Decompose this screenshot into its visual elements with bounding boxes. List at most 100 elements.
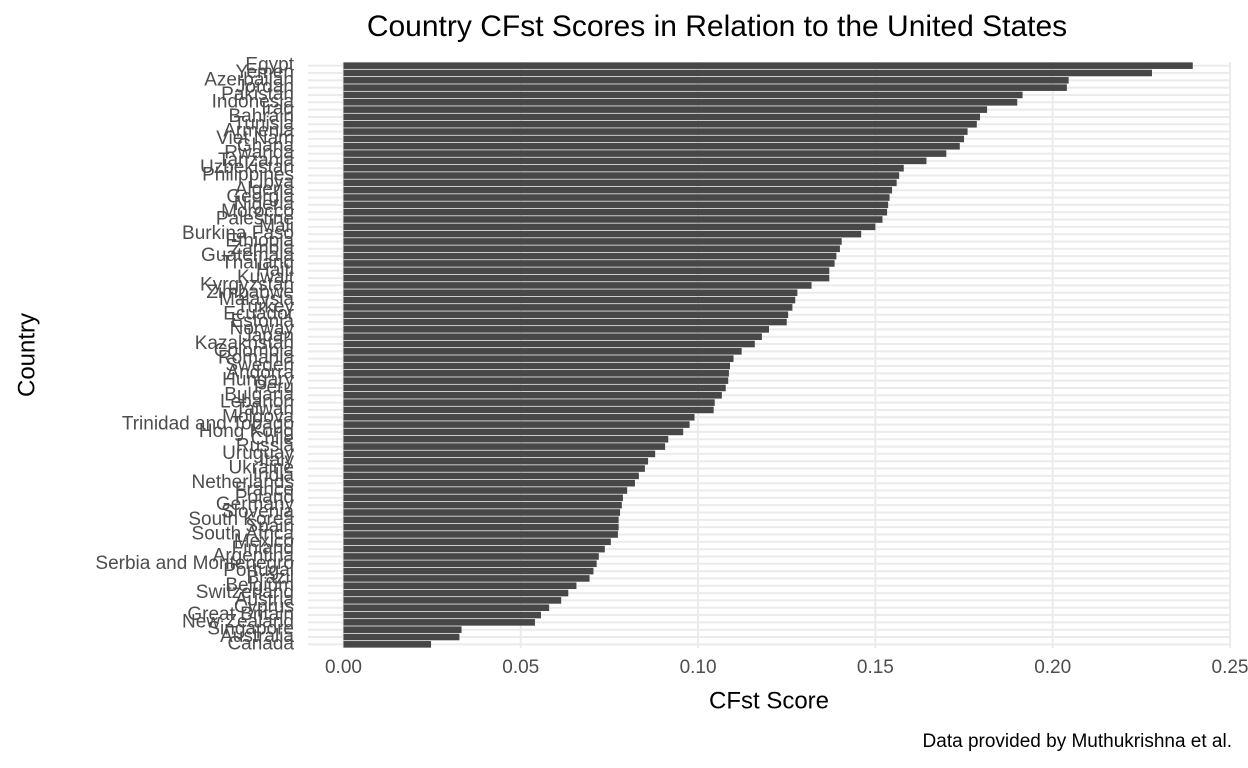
y-tick-label: Rwanda <box>224 143 294 164</box>
y-tick-label: Hungary <box>222 370 294 391</box>
y-tick-label: Bulgaria <box>224 384 294 405</box>
bar <box>343 611 541 619</box>
y-tick-label: Switzerland <box>196 582 294 603</box>
bar <box>343 267 830 275</box>
y-tick-label: Zimbabwe <box>206 282 294 303</box>
bar <box>343 260 835 267</box>
y-tick-label: Uzbekistan <box>200 157 294 178</box>
y-tick-label: Portugal <box>223 560 294 581</box>
bar <box>343 391 722 399</box>
y-tick-label: Slovenia <box>221 502 294 523</box>
bar <box>343 428 684 436</box>
y-tick-label: Mexico <box>234 531 294 552</box>
y-tick-label: Brazil <box>246 567 294 588</box>
bar <box>343 98 1018 106</box>
bar <box>343 465 645 472</box>
y-tick-label: Tanzania <box>218 150 294 171</box>
bar <box>343 62 1193 69</box>
bar <box>343 641 432 648</box>
bar <box>343 501 622 509</box>
bar <box>343 516 619 524</box>
bar <box>343 186 893 194</box>
bar <box>343 120 977 128</box>
y-tick-label: Lebanon <box>220 392 294 413</box>
bar <box>343 142 960 150</box>
y-tick-label: Ethiopia <box>225 230 294 251</box>
bar <box>343 523 619 531</box>
y-tick-label: Kyrgyzstan <box>200 274 294 295</box>
y-tick-label: Russia <box>236 436 295 457</box>
bar <box>343 274 830 282</box>
bar <box>343 597 562 604</box>
bar <box>343 179 897 187</box>
bar <box>343 560 597 568</box>
y-tick-label: Viet Nam <box>216 128 294 149</box>
y-tick-label: Peru <box>254 377 294 398</box>
bar <box>343 355 734 362</box>
y-tick-label: Ghana <box>237 135 294 156</box>
y-tick-label: India <box>253 465 295 486</box>
y-tick-label: Algeria <box>235 179 295 200</box>
bar <box>343 553 599 560</box>
bar <box>343 282 812 289</box>
y-axis-label: Country <box>13 313 40 397</box>
y-tick-label: Estonia <box>231 311 295 332</box>
bar <box>343 77 1069 84</box>
y-tick-label: Andorra <box>226 362 294 383</box>
bar <box>343 538 611 546</box>
bar <box>343 370 729 377</box>
x-tick-label: 0.20 <box>1034 657 1071 678</box>
bar <box>343 311 789 319</box>
bar <box>343 69 1152 77</box>
y-tick-label: Canada <box>227 633 294 654</box>
y-tick-label: Guatemala <box>201 245 294 266</box>
y-tick-label: Pakistan <box>221 84 294 105</box>
bar <box>343 450 656 458</box>
y-tick-label: Azerbaijan <box>204 69 294 90</box>
bar <box>343 135 965 143</box>
y-tick-label: Bahrain <box>229 106 295 127</box>
bar <box>343 582 577 590</box>
y-tick-label: Malaysia <box>219 289 294 310</box>
bar <box>343 164 904 172</box>
bar <box>343 589 569 597</box>
bar <box>343 252 837 260</box>
y-tick-label: Netherlands <box>192 472 294 493</box>
y-tick-label: Jordan <box>236 77 294 98</box>
bar <box>343 318 787 326</box>
y-tick-label: Philippines <box>202 165 294 186</box>
bar <box>343 91 1023 99</box>
x-tick-label: 0.05 <box>502 657 539 678</box>
bar <box>343 150 947 157</box>
x-tick-label: 0.10 <box>680 657 717 678</box>
chart-title: Country CFst Scores in Relation to the U… <box>367 10 1067 43</box>
bar <box>343 223 876 231</box>
x-tick-label: 0.00 <box>325 657 362 678</box>
bar <box>343 443 666 450</box>
y-tick-label: Egypt <box>245 55 294 76</box>
bar <box>343 604 550 612</box>
bar <box>343 494 623 502</box>
bar <box>343 208 888 216</box>
bar <box>343 230 862 238</box>
y-tick-label: Japan <box>242 326 294 347</box>
bar <box>343 626 462 633</box>
bar <box>343 128 968 135</box>
y-tick-label: Ecuador <box>223 304 294 325</box>
y-tick-label: Spain <box>245 516 294 537</box>
y-tick-label: Chile <box>251 428 294 449</box>
y-tick-label: Belgium <box>225 575 294 596</box>
y-tick-label: Norway <box>230 318 295 339</box>
y-tick-label: Haiti <box>256 260 294 281</box>
y-tick-label: Libya <box>249 172 295 193</box>
y-tick-label: Hong Kong <box>199 421 294 442</box>
y-tick-label: Zambia <box>231 238 295 259</box>
y-tick-label: Moldova <box>222 406 294 427</box>
bar <box>343 84 1067 91</box>
bar <box>343 289 798 297</box>
y-tick-label: Sweden <box>225 355 294 376</box>
y-tick-label: Iraq <box>261 99 294 120</box>
bar <box>343 413 695 421</box>
bar <box>343 201 889 209</box>
bar <box>343 238 842 245</box>
